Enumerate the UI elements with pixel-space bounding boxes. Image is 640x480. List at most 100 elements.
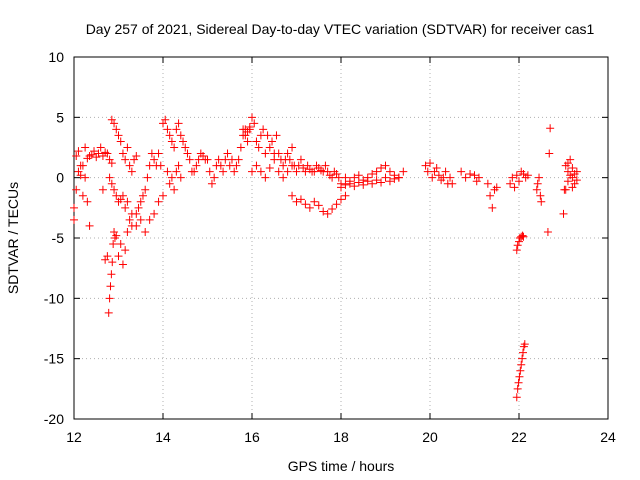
data-point: [163, 125, 172, 134]
data-point: [385, 167, 394, 176]
data-point: [568, 164, 577, 173]
data-point: [108, 258, 117, 267]
data-point: [192, 161, 201, 170]
data-point: [381, 161, 390, 170]
data-point: [179, 137, 188, 146]
data-point: [170, 185, 179, 194]
data-point: [210, 173, 219, 182]
data-point: [236, 143, 245, 152]
data-point: [254, 143, 263, 152]
data-point: [132, 209, 141, 218]
data-point: [512, 393, 521, 402]
data-point: [147, 149, 156, 158]
data-point: [85, 221, 94, 230]
data-point: [341, 173, 350, 182]
x-tick-label: 24: [600, 429, 616, 445]
chart-title: Day 257 of 2021, Sidereal Day-to-day VTE…: [86, 21, 595, 37]
data-point: [163, 167, 172, 176]
data-point: [305, 203, 314, 212]
data-point: [112, 125, 121, 134]
data-point: [121, 155, 130, 164]
data-point: [104, 308, 113, 317]
data-point: [136, 197, 145, 206]
data-point: [134, 203, 143, 212]
data-point: [172, 125, 181, 134]
data-point: [78, 161, 87, 170]
data-point: [268, 137, 277, 146]
data-point: [74, 147, 83, 156]
data-point: [265, 143, 274, 152]
data-point: [250, 119, 259, 128]
data-point: [390, 174, 399, 183]
data-point: [107, 179, 116, 188]
data-point: [106, 282, 115, 291]
data-point: [385, 177, 394, 186]
data-point: [239, 131, 248, 140]
data-point: [323, 209, 332, 218]
data-point: [110, 119, 119, 128]
data-point: [110, 227, 119, 236]
data-point: [161, 115, 170, 124]
data-point: [288, 191, 297, 200]
y-tick-label: -20: [44, 411, 64, 427]
data-point: [563, 177, 572, 186]
data-point: [248, 167, 256, 176]
data-point: [265, 164, 274, 173]
data-point: [227, 155, 236, 164]
data-point: [337, 195, 345, 204]
data-point: [377, 164, 386, 173]
data-point: [105, 155, 114, 164]
data-point: [483, 179, 492, 188]
data-point: [121, 246, 130, 255]
data-point: [185, 155, 194, 164]
data-point: [368, 179, 377, 188]
data-point: [513, 241, 522, 250]
data-point: [252, 137, 261, 146]
data-point: [156, 161, 165, 170]
data-point: [513, 384, 522, 393]
data-point: [261, 173, 270, 182]
data-point: [183, 149, 192, 158]
y-tick-label: -15: [44, 351, 64, 367]
data-point: [363, 177, 372, 186]
data-point: [223, 149, 232, 158]
data-point: [109, 240, 118, 249]
data-point: [256, 167, 265, 176]
data-point: [350, 182, 359, 191]
data-point: [76, 171, 85, 180]
data-point: [354, 171, 363, 180]
data-point: [341, 180, 350, 189]
data-point: [432, 164, 441, 173]
data-point: [457, 167, 466, 176]
data-point: [350, 173, 359, 182]
data-point: [174, 161, 183, 170]
data-point: [270, 155, 279, 164]
data-point: [107, 270, 116, 279]
x-tick-label: 14: [155, 429, 171, 445]
data-point: [123, 197, 132, 206]
data-point: [461, 173, 470, 182]
data-point: [194, 155, 203, 164]
data-point: [319, 207, 328, 216]
data-point: [203, 155, 212, 164]
data-point: [96, 143, 105, 152]
data-point: [114, 252, 123, 261]
data-point: [474, 173, 483, 182]
data-point: [314, 201, 323, 210]
data-point: [90, 147, 99, 156]
data-point: [394, 173, 403, 182]
data-point: [328, 205, 337, 214]
data-point: [294, 161, 303, 170]
data-point: [514, 378, 523, 387]
data-point: [274, 167, 283, 176]
x-tick-label: 22: [511, 429, 527, 445]
data-point: [248, 113, 256, 122]
data-point: [533, 179, 542, 188]
y-tick-label: 10: [48, 49, 64, 65]
data-point: [145, 215, 154, 224]
data-point: [176, 173, 185, 182]
data-point: [368, 170, 377, 179]
data-point: [216, 161, 225, 170]
data-point: [517, 360, 526, 369]
data-point: [256, 131, 265, 140]
